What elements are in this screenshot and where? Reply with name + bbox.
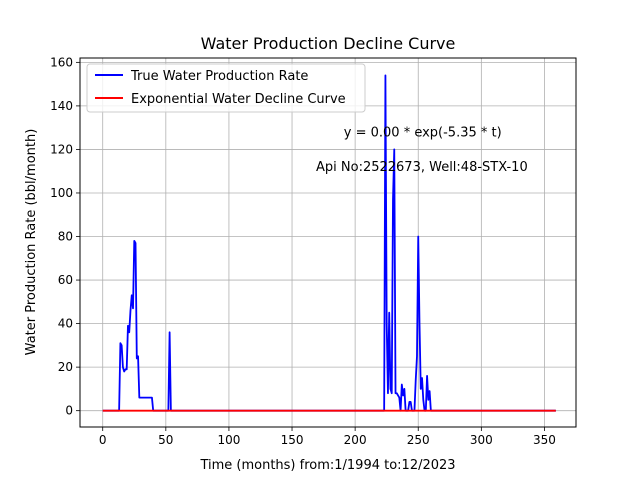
y-tick-label: 60 [58, 273, 73, 287]
y-tick-label: 120 [50, 142, 73, 156]
y-tick-label: 100 [50, 186, 73, 200]
tick-layer: 0 50 100 150 200 250 300 350 0 20 40 60 80 100 120 140 1… [50, 55, 556, 447]
y-tick-label: 40 [58, 317, 73, 331]
y-tick-label: 160 [50, 55, 73, 69]
y-tick-label: 140 [50, 99, 73, 113]
annotation-text: y = 0.00 * exp(-5.35 * t) [344, 125, 502, 140]
annotation-layer: y = 0.00 * exp(-5.35 * t) Api No:2522673,… [316, 125, 528, 175]
x-axis-label: Time (months) from:1/1994 to:12/2023 [199, 458, 455, 473]
legend-label-exponential-water-decline-curve: Exponential Water Decline Curve [131, 92, 346, 107]
x-tick-label: 100 [217, 433, 240, 447]
y-tick-label: 80 [58, 230, 73, 244]
legend-box [86, 63, 366, 113]
plot-frame [79, 57, 577, 428]
x-tick-label: 350 [533, 433, 556, 447]
chart-title: Water Production Decline Curve [201, 34, 456, 53]
y-tick-label: 20 [58, 360, 73, 374]
series-layer [102, 74, 556, 412]
x-tick-label: 150 [281, 433, 304, 447]
x-tick-label: 0 [99, 433, 107, 447]
y-tick-label: 0 [65, 404, 73, 418]
x-tick-label: 50 [158, 433, 173, 447]
x-tick-label: 250 [407, 433, 430, 447]
annotation-text: Api No:2522673, Well:48-STX-10 [316, 160, 528, 175]
x-tick-label: 300 [470, 433, 493, 447]
legend: True Water Production Rate Exponential W… [86, 63, 366, 113]
y-axis-label: Water Production Rate (bbl/month) [24, 129, 39, 356]
legend-label-true-water-production-rate: True Water Production Rate [130, 69, 308, 84]
x-tick-label: 200 [344, 433, 367, 447]
